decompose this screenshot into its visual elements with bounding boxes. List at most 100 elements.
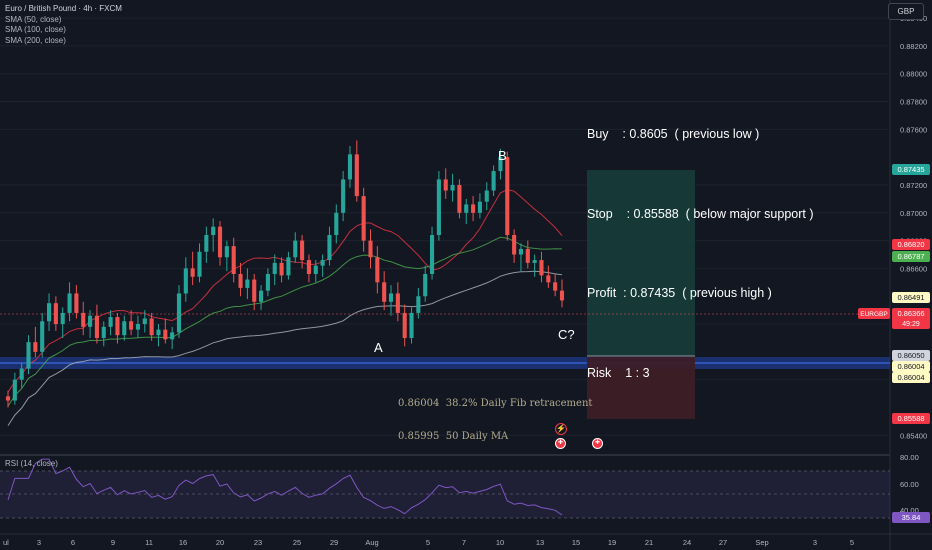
stop-price-badge: 0.85588 xyxy=(897,414,924,423)
uk-flag-event-icon-2[interactable]: ✚ xyxy=(592,438,603,449)
time-axis[interactable]: ul 3 6 9 11 16 20 23 25 29 Aug 5 7 10 13 15 19 21 24 27 Sep 3… xyxy=(3,538,854,547)
rsi-tick-label: 80.00 xyxy=(900,453,919,462)
fib-line-2: 0.85995 50 Daily MA xyxy=(398,431,509,442)
rsi-value-badge: 35.84 xyxy=(902,513,921,522)
rsi-legend[interactable]: RSI (14, close) xyxy=(5,459,58,468)
time-tick-label: Sep xyxy=(755,538,768,547)
candle-body xyxy=(532,260,537,263)
uk-flag-event-icon[interactable]: ✚ xyxy=(555,438,566,449)
rsi-band xyxy=(0,471,890,518)
candle-body xyxy=(60,312,65,325)
candle-body xyxy=(512,235,517,255)
time-tick-label: 7 xyxy=(462,538,466,547)
candle-body xyxy=(320,260,325,266)
candle-body xyxy=(142,318,147,325)
ma-price-badge-bg xyxy=(892,372,930,383)
sma50-line xyxy=(7,189,563,393)
candle-body xyxy=(525,248,530,263)
candle-body xyxy=(457,184,462,213)
time-tick-label: 6 xyxy=(71,538,75,547)
candle-body xyxy=(300,240,305,261)
candle-body xyxy=(67,293,72,313)
candle-body xyxy=(149,318,154,336)
candle-body xyxy=(293,240,298,258)
candle-body xyxy=(361,196,366,241)
time-tick-label: 29 xyxy=(330,538,338,547)
risk-note: Risk 1 : 3 xyxy=(587,365,650,380)
price-axis[interactable]: 0.884000.882000.880000.878000.876000.872… xyxy=(900,14,927,515)
candle-body xyxy=(498,157,503,172)
symbol-badge: EURGBP xyxy=(860,311,887,318)
sma50-price-badge: 0.86820 xyxy=(897,240,924,249)
sma100-legend[interactable]: SMA (100, close) xyxy=(5,25,66,34)
candle-body xyxy=(402,312,407,338)
candle-body xyxy=(347,154,353,180)
profit-note: Profit : 0.87435 ( previous high ) xyxy=(587,286,772,300)
time-tick-label: 13 xyxy=(536,538,544,547)
fib-line-1: 0.86004 38.2% Daily Fib retracement xyxy=(398,398,593,409)
time-tick-label: 3 xyxy=(813,538,817,547)
candle-body xyxy=(122,321,127,336)
grid-lines xyxy=(0,17,890,436)
price-tick-label: 0.87200 xyxy=(900,181,927,190)
rsi-value-badge-bg xyxy=(892,512,930,523)
target-zone xyxy=(587,170,695,356)
fib-price-badge-bg xyxy=(892,361,930,372)
rsi-line xyxy=(7,458,563,516)
lightning-event-icon[interactable]: ⚡ xyxy=(555,423,567,435)
sma100-line xyxy=(7,236,563,407)
candle-body xyxy=(539,260,544,276)
time-tick-label: ul xyxy=(3,538,9,547)
candlestick-series[interactable] xyxy=(5,140,565,408)
wave-label-b: B xyxy=(498,148,507,163)
time-tick-label: 19 xyxy=(608,538,616,547)
candle-body xyxy=(115,317,120,336)
candle-body xyxy=(238,273,243,288)
price-tick-label: 0.87000 xyxy=(900,209,927,218)
symbol-title[interactable]: Euro / British Pound · 4h · FXCM xyxy=(5,4,122,13)
candle-body xyxy=(5,396,11,401)
candle-body xyxy=(265,273,270,291)
candle-body xyxy=(26,342,31,369)
candle-body xyxy=(491,171,496,191)
time-tick-label: 15 xyxy=(572,538,580,547)
candle-body xyxy=(108,317,113,327)
price-tick-label: 0.85400 xyxy=(900,431,927,440)
currency-button[interactable]: GBP xyxy=(888,3,924,20)
sma100-price-badge: 0.86787 xyxy=(897,252,924,261)
sma50-legend[interactable]: SMA (50, close) xyxy=(5,14,62,24)
candle-body xyxy=(505,157,510,236)
countdown-badge: 49:29 xyxy=(902,321,920,328)
price-tick-label: 0.87600 xyxy=(900,125,927,134)
candle-body xyxy=(12,379,17,401)
candle-body xyxy=(341,179,346,213)
last-price-badge-bg xyxy=(892,308,930,329)
candle-body xyxy=(484,190,489,202)
candle-body xyxy=(252,279,257,302)
candle-body xyxy=(416,296,421,313)
time-tick-label: 23 xyxy=(254,538,262,547)
candle-body xyxy=(464,204,469,213)
candle-body xyxy=(553,282,558,291)
sma200-legend[interactable]: SMA (200, close) xyxy=(5,35,66,45)
time-tick-label: 16 xyxy=(179,538,187,547)
candle-body xyxy=(327,235,332,261)
fib-annotation: 0.86004 38.2% Daily Fib retracement 0.85… xyxy=(398,376,592,464)
candle-body xyxy=(231,246,236,274)
candle-body xyxy=(183,268,188,294)
stop-note: Stop : 0.85588 ( below major support ) xyxy=(587,206,814,221)
time-tick-label: 10 xyxy=(496,538,504,547)
candle-body xyxy=(546,275,551,283)
candle-body xyxy=(53,303,58,325)
candle-body xyxy=(375,257,380,283)
stop-price-badge-bg xyxy=(892,413,930,424)
candle-body xyxy=(272,262,277,274)
time-tick-label: 9 xyxy=(111,538,115,547)
entry-price-badge-bg xyxy=(892,350,930,361)
candle-body xyxy=(163,329,168,340)
candle-body xyxy=(559,290,565,301)
candle-body xyxy=(382,282,387,302)
rsi-path xyxy=(7,458,563,516)
